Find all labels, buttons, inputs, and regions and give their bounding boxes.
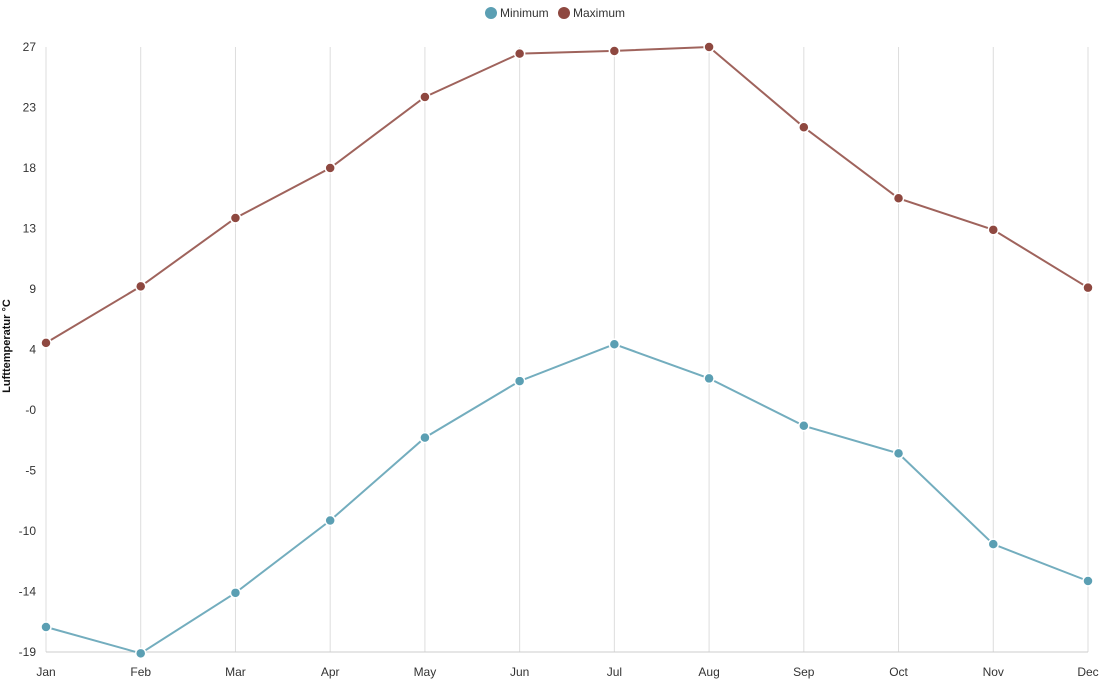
data-point-minimum[interactable] — [703, 372, 715, 385]
series-layer — [40, 41, 1094, 660]
data-point-minimum[interactable] — [513, 375, 526, 387]
legend: Minimum Maximum — [485, 6, 625, 20]
y-axis-title: Lufttemperatur °C — [1, 299, 13, 393]
series-line-maximum — [45, 45, 1089, 344]
legend-label-maximum: Maximum — [573, 6, 625, 20]
y-tick-label: 27 — [23, 40, 37, 54]
data-point-minimum[interactable] — [892, 447, 905, 460]
y-tick-label: -14 — [19, 585, 37, 599]
y-tick-label: 4 — [29, 343, 36, 357]
x-tick-label: Feb — [130, 665, 151, 679]
x-tick-label: Jan — [36, 665, 55, 679]
x-tick-label: Aug — [698, 665, 719, 679]
x-tick-label: Jul — [607, 665, 622, 679]
y-tick-label: 9 — [29, 282, 36, 296]
y-tick-label: 18 — [23, 161, 37, 175]
x-tick-label: Oct — [889, 665, 908, 679]
data-point-maximum[interactable] — [608, 45, 621, 57]
data-point-minimum[interactable] — [229, 587, 242, 599]
data-point-minimum[interactable] — [987, 538, 1000, 550]
x-tick-label: Mar — [225, 665, 246, 679]
data-point-maximum[interactable] — [987, 224, 1000, 236]
data-point-minimum[interactable] — [1082, 575, 1094, 587]
x-tick-label: Apr — [321, 665, 340, 679]
data-point-minimum[interactable] — [40, 621, 52, 633]
legend-marker-maximum — [558, 7, 570, 19]
data-point-maximum[interactable] — [40, 337, 52, 349]
data-point-maximum[interactable] — [798, 121, 810, 133]
data-point-maximum[interactable] — [134, 280, 147, 293]
data-point-minimum[interactable] — [134, 647, 147, 660]
series-line-minimum — [45, 343, 1089, 655]
data-point-maximum[interactable] — [229, 212, 242, 224]
data-point-minimum[interactable] — [419, 431, 431, 444]
data-point-maximum[interactable] — [324, 162, 336, 174]
y-tick-label: 23 — [23, 101, 37, 115]
y-tick-label: -19 — [19, 645, 37, 659]
x-tick-label: Nov — [983, 665, 1004, 679]
x-tick-label: May — [414, 665, 437, 679]
data-point-maximum[interactable] — [419, 91, 431, 103]
data-point-minimum[interactable] — [324, 514, 336, 527]
data-point-maximum[interactable] — [892, 192, 905, 204]
x-tick-label: Jun — [510, 665, 529, 679]
y-tick-label: 13 — [23, 222, 37, 236]
data-point-maximum[interactable] — [1082, 281, 1094, 294]
x-tick-label: Dec — [1077, 665, 1098, 679]
data-point-minimum[interactable] — [798, 420, 810, 432]
data-point-maximum[interactable] — [703, 41, 715, 53]
y-tick-label: -0 — [25, 403, 36, 417]
data-point-minimum[interactable] — [608, 338, 621, 350]
legend-marker-minimum — [485, 7, 497, 19]
data-point-maximum[interactable] — [513, 47, 526, 60]
y-tick-label: -10 — [19, 524, 37, 538]
axes: Jan Feb Mar Apr May Jun Jul Aug Sep Oct Nov Dec 27 23… — [19, 40, 1099, 679]
grid-lines — [45, 47, 1089, 652]
x-tick-label: Sep — [793, 665, 815, 679]
legend-label-minimum: Minimum — [500, 6, 549, 20]
y-tick-label: -5 — [25, 464, 36, 478]
